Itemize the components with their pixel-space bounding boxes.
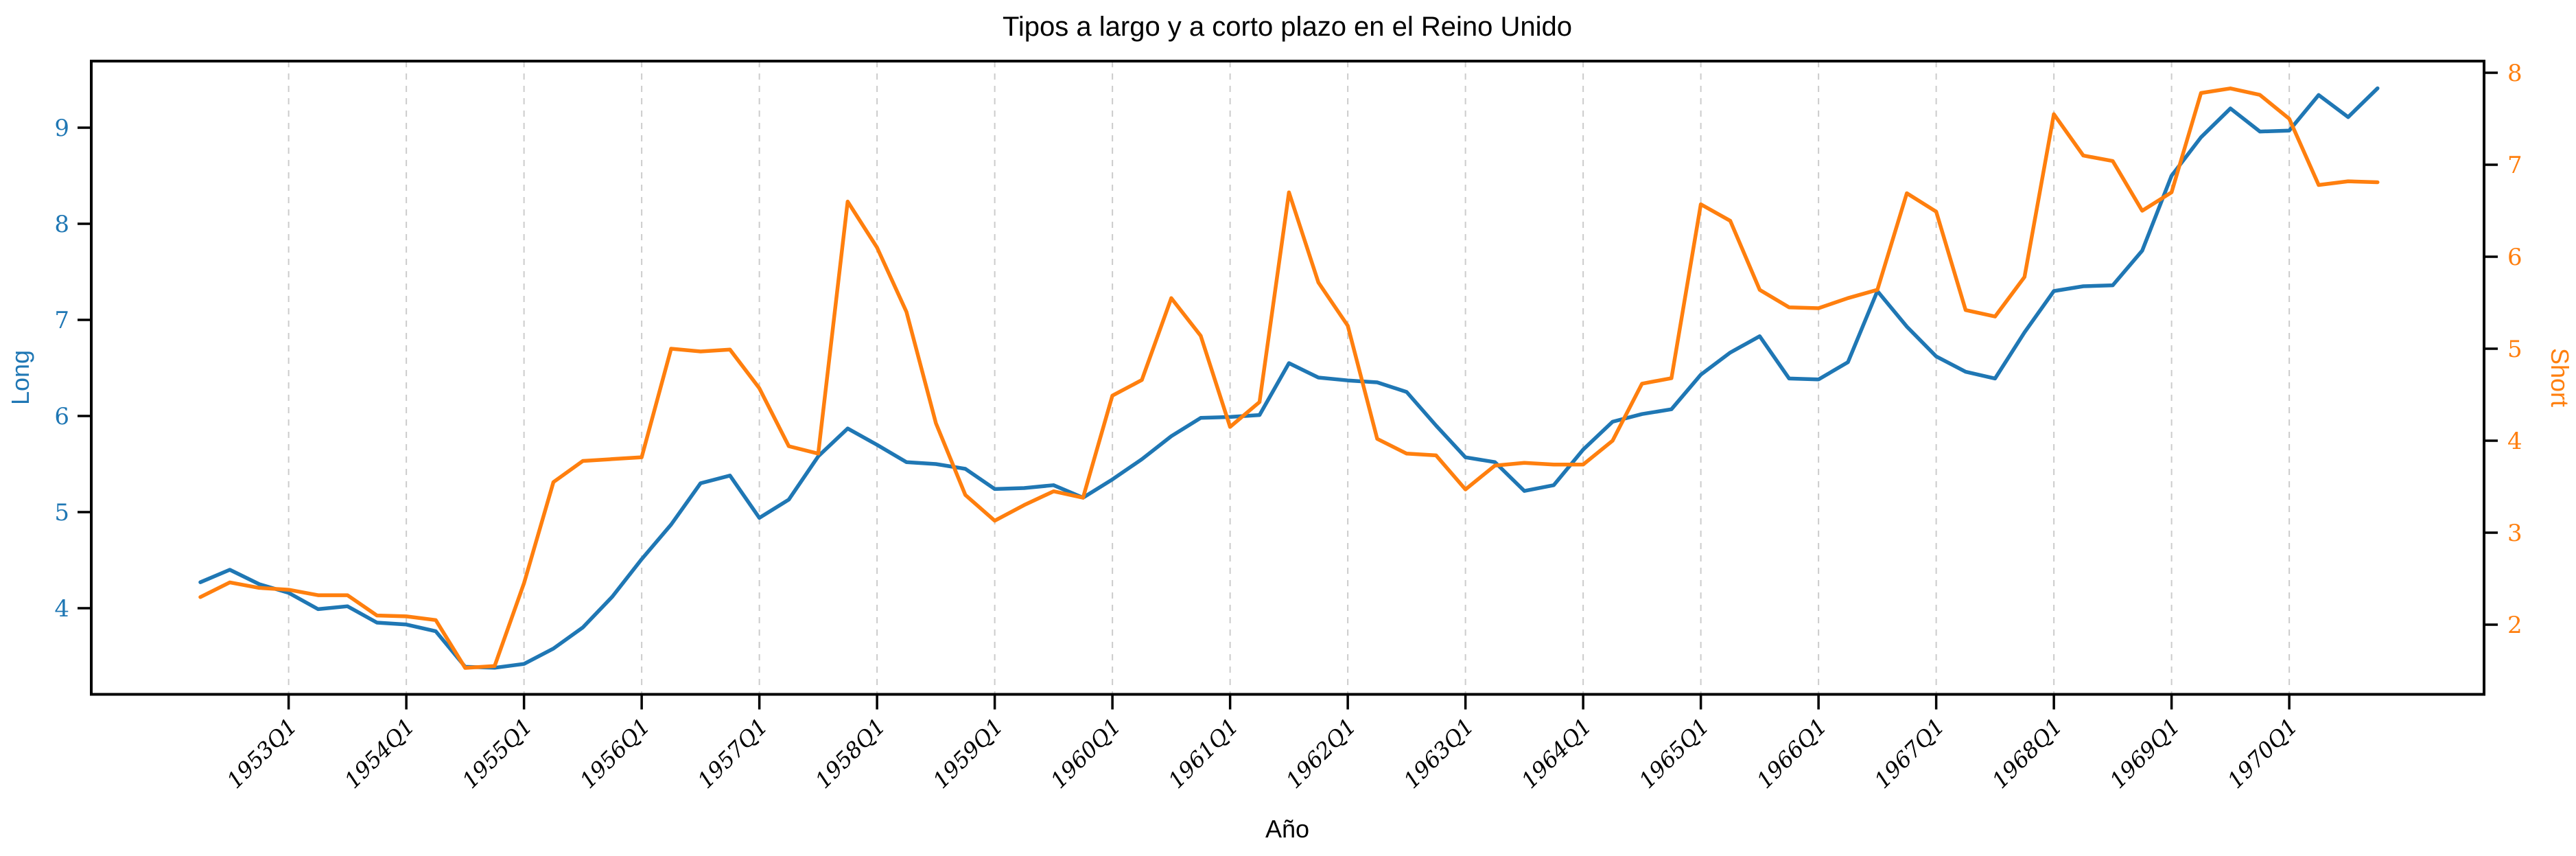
x-tick-label: 1959Q1 (928, 713, 1008, 794)
x-tick-label: 1961Q1 (1163, 713, 1243, 794)
x-tick-label: 1965Q1 (1634, 713, 1714, 794)
left-tick-label: 5 (54, 499, 69, 527)
left-axis-label: Long (6, 350, 34, 405)
plot-frame (90, 60, 2485, 696)
x-axis-label: Año (1265, 815, 1309, 843)
right-tick-label: 2 (2507, 612, 2522, 639)
left-tick-label: 9 (54, 115, 69, 142)
x-tick-label: 1960Q1 (1045, 713, 1125, 794)
x-tick-label: 1957Q1 (692, 713, 773, 794)
right-tick-label: 7 (2507, 152, 2522, 179)
left-tick-label: 8 (54, 211, 69, 238)
x-tick-label: 1963Q1 (1398, 713, 1479, 794)
plot-area: 4 5 6 7 8 9 2 3 4 5 6 7 8 1953Q1 1954Q1 1955Q1 1956Q1 195… (54, 60, 2522, 794)
x-tick-label: 1970Q1 (2222, 713, 2302, 794)
left-tick-label: 4 (54, 595, 69, 623)
left-tick-label: 6 (54, 403, 69, 430)
x-tick-label: 1969Q1 (2105, 713, 2185, 794)
left-tick-label: 7 (54, 307, 69, 334)
short-series-line (198, 86, 2380, 670)
chart-title: Tipos a largo y a corto plazo en el Rein… (1003, 12, 1572, 42)
long-series-line (198, 86, 2380, 670)
right-axis-label: Short (2546, 348, 2574, 407)
x-tick-label: 1954Q1 (339, 713, 419, 794)
x-tick-label: 1953Q1 (222, 713, 302, 794)
right-tick-label: 8 (2507, 60, 2522, 87)
right-tick-label: 3 (2507, 520, 2522, 547)
x-tick-label: 1956Q1 (574, 713, 655, 794)
right-tick-label: 6 (2507, 244, 2522, 271)
right-tick-label: 5 (2507, 336, 2522, 363)
x-tick-label: 1958Q1 (810, 713, 890, 794)
x-tick-label: 1966Q1 (1751, 713, 1831, 794)
x-tick-label: 1962Q1 (1280, 713, 1361, 794)
x-tick-label: 1968Q1 (1987, 713, 2067, 794)
x-tick-label: 1964Q1 (1516, 713, 1596, 794)
right-tick-label: 4 (2507, 428, 2522, 455)
x-tick-label: 1967Q1 (1869, 713, 1949, 794)
x-tick-label: 1955Q1 (457, 713, 537, 794)
